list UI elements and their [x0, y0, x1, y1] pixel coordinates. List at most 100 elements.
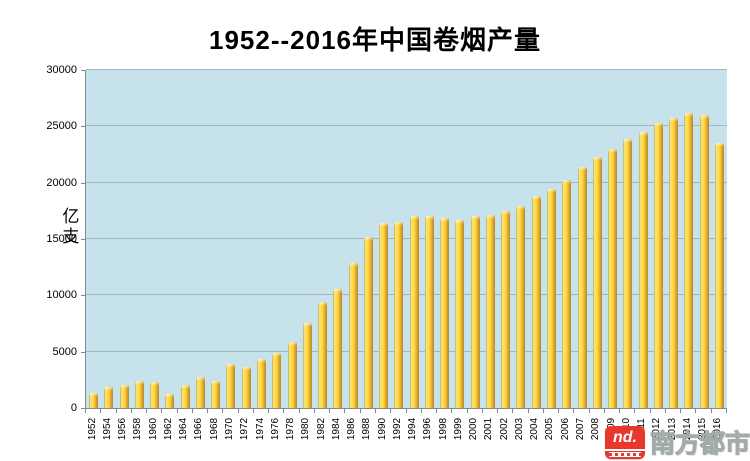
- x-tick-mark: [359, 409, 361, 413]
- x-tick-mark: [207, 409, 209, 413]
- y-tick-mark: [81, 126, 85, 128]
- bar-2013: [669, 118, 679, 408]
- bar-2006: [562, 179, 572, 408]
- bar-1996: [424, 215, 434, 408]
- bar-1952: [89, 393, 99, 408]
- bar-2007: [577, 166, 587, 408]
- x-tick-mark: [130, 409, 132, 413]
- x-tick-mark: [237, 409, 239, 413]
- x-tick-mark: [726, 409, 727, 413]
- x-tick-mark: [466, 409, 468, 413]
- x-tick-label-2000: 2000: [468, 417, 480, 441]
- y-tick-mark: [81, 351, 85, 353]
- x-tick-label-1966: 1966: [193, 417, 205, 441]
- x-tick-mark: [649, 409, 651, 413]
- bar-2001: [485, 215, 495, 408]
- y-tick-label-10000: 10000: [46, 289, 77, 302]
- x-tick-mark: [252, 409, 254, 413]
- x-tick-label-1988: 1988: [361, 417, 373, 441]
- x-tick-label-1970: 1970: [223, 417, 235, 441]
- x-tick-label-1962: 1962: [162, 417, 174, 441]
- x-tick-label-1982: 1982: [315, 417, 327, 441]
- x-tick-mark: [573, 409, 575, 413]
- y-tick-label-30000: 30000: [46, 64, 77, 76]
- bar-1999: [455, 219, 465, 408]
- x-tick-mark: [176, 409, 178, 413]
- bar-1972: [241, 366, 251, 408]
- bar-1988: [363, 236, 373, 408]
- y-tick-label-0: 0: [70, 402, 77, 414]
- bar-2015: [699, 115, 709, 408]
- x-tick-label-1954: 1954: [101, 417, 113, 441]
- y-axis-unit-label: 亿支: [59, 207, 79, 247]
- x-tick-mark: [85, 409, 86, 413]
- x-tick-label-1980: 1980: [300, 417, 312, 441]
- plot-area: [85, 69, 727, 409]
- gridline-15000: [86, 238, 727, 239]
- x-tick-mark: [634, 409, 636, 413]
- x-tick-mark: [374, 409, 376, 413]
- bar-2016: [714, 142, 724, 408]
- x-tick-label-1958: 1958: [132, 417, 144, 441]
- bar-1962: [165, 394, 175, 408]
- x-tick-mark: [542, 409, 544, 413]
- bar-1980: [302, 322, 312, 408]
- gridline-5000: [86, 350, 727, 352]
- bar-1982: [318, 301, 328, 408]
- x-tick-mark: [344, 409, 346, 413]
- bar-1992: [394, 222, 404, 408]
- x-tick-label-1976: 1976: [269, 417, 281, 441]
- y-tick-mark: [81, 182, 85, 184]
- logo-tagline: [609, 451, 641, 457]
- y-tick-mark: [81, 239, 85, 240]
- chart-title: 1952--2016年中国卷烟产量: [209, 25, 541, 55]
- bar-2000: [470, 215, 480, 408]
- x-tick-label-1960: 1960: [147, 417, 159, 441]
- x-tick-label-2004: 2004: [529, 417, 541, 441]
- watermark: nd. 南方都市报: [605, 425, 750, 459]
- bar-2002: [501, 211, 511, 408]
- x-tick-mark: [680, 409, 682, 413]
- x-tick-mark: [664, 409, 666, 413]
- gridline-20000: [86, 181, 727, 183]
- bar-2008: [592, 157, 602, 408]
- x-tick-mark: [420, 409, 422, 413]
- y-axis: 0 5000 10000 15000 20000 25000 30000: [0, 65, 80, 414]
- bar-1960: [150, 381, 160, 408]
- nd-logo-text: nd.: [605, 427, 645, 451]
- x-tick-label-1998: 1998: [437, 417, 449, 441]
- gridline-10000: [86, 294, 727, 296]
- x-tick-label-1972: 1972: [239, 417, 251, 441]
- bar-1970: [226, 364, 236, 408]
- x-tick-mark: [497, 409, 499, 413]
- x-tick-mark: [390, 409, 392, 413]
- gridline-30000: [86, 69, 727, 70]
- x-tick-label-1986: 1986: [346, 417, 358, 441]
- x-tick-label-1992: 1992: [391, 417, 403, 441]
- bar-1958: [134, 380, 144, 408]
- x-tick-mark: [146, 409, 148, 413]
- x-tick-label-2005: 2005: [544, 417, 556, 441]
- x-tick-mark: [558, 409, 560, 413]
- bar-1956: [119, 385, 129, 408]
- y-tick-mark: [81, 408, 85, 409]
- x-tick-mark: [603, 409, 605, 413]
- x-tick-label-2003: 2003: [513, 417, 525, 441]
- x-tick-mark: [512, 409, 514, 413]
- x-tick-mark: [710, 409, 712, 413]
- bar-2004: [531, 196, 541, 408]
- x-tick-mark: [527, 409, 529, 413]
- bar-1990: [379, 223, 389, 408]
- x-tick-label-1964: 1964: [178, 417, 190, 441]
- x-tick-label-1956: 1956: [117, 417, 129, 441]
- y-tick-label-15000: 15000: [46, 233, 77, 245]
- watermark-wordmark: 南方都市报: [649, 430, 750, 459]
- y-tick-label-5000: 5000: [52, 345, 77, 358]
- x-tick-mark: [161, 409, 163, 413]
- bar-2003: [516, 205, 526, 408]
- y-tick-label-20000: 20000: [46, 176, 77, 189]
- x-tick-mark: [695, 409, 697, 413]
- bar-2009: [608, 149, 618, 408]
- bar-2005: [546, 188, 556, 408]
- y-tick-label-25000: 25000: [46, 120, 77, 133]
